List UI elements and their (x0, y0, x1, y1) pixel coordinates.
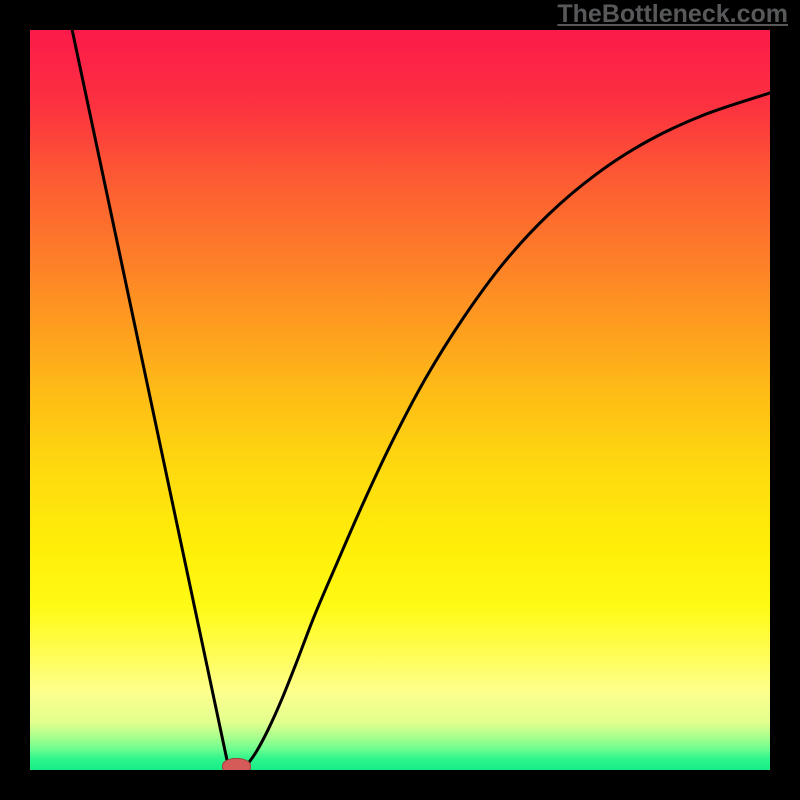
chart-container: TheBottleneck.com (0, 0, 800, 800)
bottleneck-curve (30, 30, 770, 770)
watermark-link[interactable]: TheBottleneck.com (557, 0, 788, 29)
optimal-point-marker (222, 758, 251, 770)
plot-area (30, 30, 770, 770)
